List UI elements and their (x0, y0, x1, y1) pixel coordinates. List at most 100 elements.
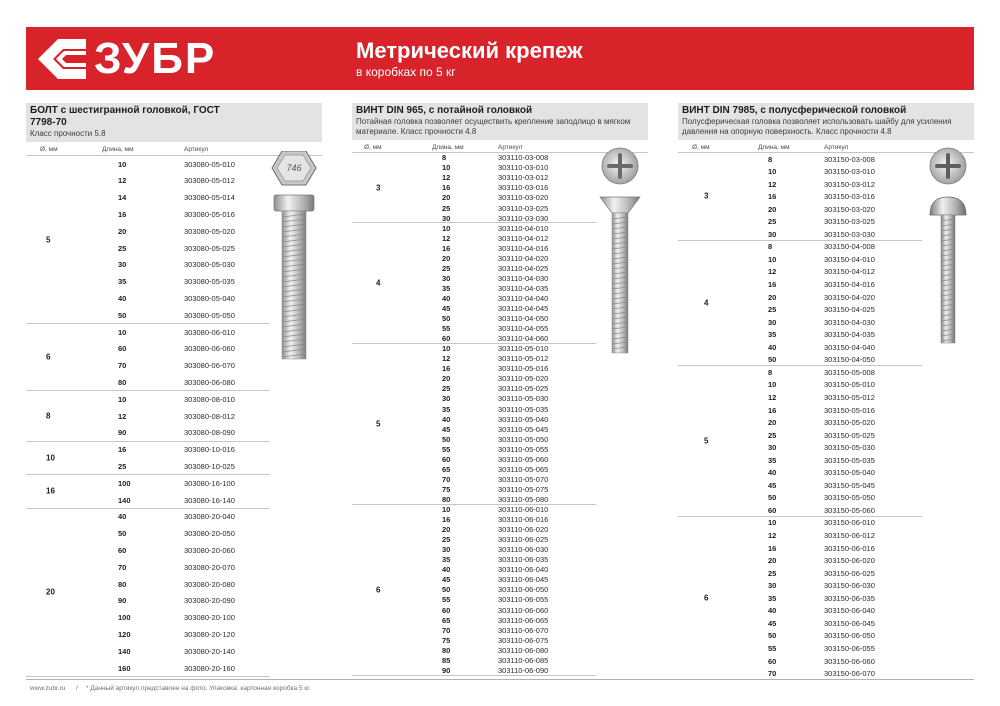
article-cell: 303080-20-100 (184, 613, 235, 623)
article-cell: 303110-05-020 (498, 374, 549, 384)
table-row: 10 303110-03-010 (352, 163, 596, 173)
length-cell: 50 (768, 493, 777, 503)
diameter-group: 5 8 303150-05-008 10 303150-05-010 12 303150-0… (678, 366, 922, 517)
diameter-group: 5 10 303110-05-010 12 303110-05-012 16 303110-… (352, 344, 596, 505)
section-title: ВИНТ DIN 7985, с полусферической головко… (682, 105, 907, 116)
article-cell: 303150-05-060 (824, 505, 875, 515)
diameter-group: 4 8 303150-04-008 10 303150-04-010 12 303150-0… (678, 241, 922, 367)
article-cell: 303150-06-040 (824, 606, 875, 616)
diameter-value: 10 (46, 453, 55, 463)
table-header: Ø, мм Длина, мм Артикул (678, 140, 974, 153)
article-cell: 303110-06-075 (498, 635, 549, 645)
article-cell: 303110-06-070 (498, 625, 549, 635)
article-cell: 303110-06-040 (498, 565, 549, 575)
table-row: 35 303110-06-035 (352, 555, 596, 565)
length-cell: 10 (442, 223, 451, 233)
table-row: 70 303080-20-070 (26, 559, 270, 576)
length-cell: 25 (768, 305, 777, 315)
article-cell: 303110-03-030 (498, 213, 549, 223)
table-row: 35 303110-04-035 (352, 284, 596, 294)
table-row: 40 303110-05-040 (352, 414, 596, 424)
length-cell: 70 (118, 361, 127, 371)
article-cell: 303110-06-010 (498, 505, 549, 514)
table-row: 10 303080-08-010 (26, 391, 270, 408)
table-row: 55 303110-06-055 (352, 595, 596, 605)
length-cell: 60 (768, 656, 777, 666)
article-cell: 303110-05-016 (498, 364, 549, 374)
brand-logo: ЗУБР (36, 35, 261, 83)
article-cell: 303110-04-030 (498, 273, 549, 283)
table-row: 16 303080-10-016 (26, 442, 270, 459)
table-row: 45 303150-06-045 (678, 617, 922, 630)
table-row: 140 303080-16-140 (26, 492, 270, 509)
table-row: 90 303110-06-090 (352, 666, 596, 676)
table-row: 16 303110-05-016 (352, 364, 596, 374)
table-row: 50 303150-06-050 (678, 630, 922, 643)
length-cell: 40 (442, 414, 451, 424)
length-cell: 30 (768, 581, 777, 591)
length-cell: 60 (442, 605, 451, 615)
article-cell: 303110-06-050 (498, 585, 549, 595)
article-cell: 303150-06-070 (824, 669, 875, 679)
length-cell: 60 (442, 454, 451, 464)
table-row: 20 303150-05-020 (678, 417, 922, 430)
column-article: Артикул (824, 144, 849, 151)
table-row: 8 303150-04-008 (678, 241, 922, 254)
length-cell: 65 (442, 615, 451, 625)
article-cell: 303080-20-160 (184, 663, 235, 673)
article-cell: 303110-05-070 (498, 474, 549, 484)
article-cell: 303150-04-025 (824, 305, 875, 315)
footer-site-link[interactable]: www.zubr.ru (30, 685, 66, 692)
table-row: 60 303110-05-060 (352, 454, 596, 464)
length-cell: 10 (442, 505, 451, 514)
table-row: 16 303150-06-016 (678, 542, 922, 555)
article-cell: 303110-03-020 (498, 193, 549, 203)
length-cell: 30 (768, 317, 777, 327)
diameter-group: 6 10 303110-06-010 16 303110-06-016 20 303110-… (352, 505, 596, 676)
table-row: 90 303080-20-090 (26, 593, 270, 610)
length-cell: 16 (118, 210, 127, 220)
table-row: 25 303110-06-025 (352, 535, 596, 545)
table-row: 35 303150-05-035 (678, 454, 922, 467)
table-row: 16 303150-05-016 (678, 404, 922, 417)
article-cell: 303080-06-060 (184, 344, 235, 354)
article-cell: 303110-03-025 (498, 203, 549, 213)
article-cell: 303150-04-008 (824, 242, 875, 252)
table-row: 10 303080-05-010 (26, 156, 270, 173)
length-cell: 12 (118, 411, 127, 421)
article-cell: 303110-06-035 (498, 555, 549, 565)
article-cell: 303150-04-035 (824, 330, 875, 340)
length-cell: 90 (442, 665, 451, 675)
article-cell: 303150-05-030 (824, 443, 875, 453)
table-row: 35 303150-06-035 (678, 592, 922, 605)
length-cell: 45 (768, 480, 777, 490)
length-cell: 12 (768, 267, 777, 277)
table-row: 40 303080-20-040 (26, 509, 270, 526)
article-cell: 303150-06-055 (824, 643, 875, 653)
article-cell: 303110-06-080 (498, 645, 549, 655)
table-row: 30 303080-05-030 (26, 257, 270, 274)
length-cell: 16 (768, 192, 777, 202)
length-cell: 8 (442, 153, 447, 163)
length-cell: 12 (768, 392, 777, 402)
table-row: 30 303110-03-030 (352, 213, 596, 223)
article-cell: 303150-04-030 (824, 317, 875, 327)
length-cell: 30 (768, 229, 777, 239)
article-cell: 303080-05-030 (184, 260, 235, 270)
length-cell: 160 (118, 663, 131, 673)
article-cell: 303150-06-025 (824, 568, 875, 578)
table-row: 80 303110-05-080 (352, 495, 596, 505)
article-cell: 303110-04-012 (498, 233, 549, 243)
table-row: 20 303150-06-020 (678, 555, 922, 568)
diameter-value: 3 (376, 183, 381, 193)
table-row: 40 303150-06-040 (678, 605, 922, 618)
diameter-group: 20 40 303080-20-040 50 303080-20-050 60 303080… (26, 509, 270, 677)
length-cell: 8 (768, 242, 773, 252)
article-cell: 303110-04-010 (498, 223, 549, 233)
article-cell: 303080-05-025 (184, 243, 235, 253)
table-row: 8 303110-03-008 (352, 153, 596, 163)
table-row: 14 303080-05-014 (26, 190, 270, 207)
table-row: 60 303110-04-060 (352, 334, 596, 344)
length-cell: 20 (442, 253, 451, 263)
length-cell: 16 (442, 364, 451, 374)
